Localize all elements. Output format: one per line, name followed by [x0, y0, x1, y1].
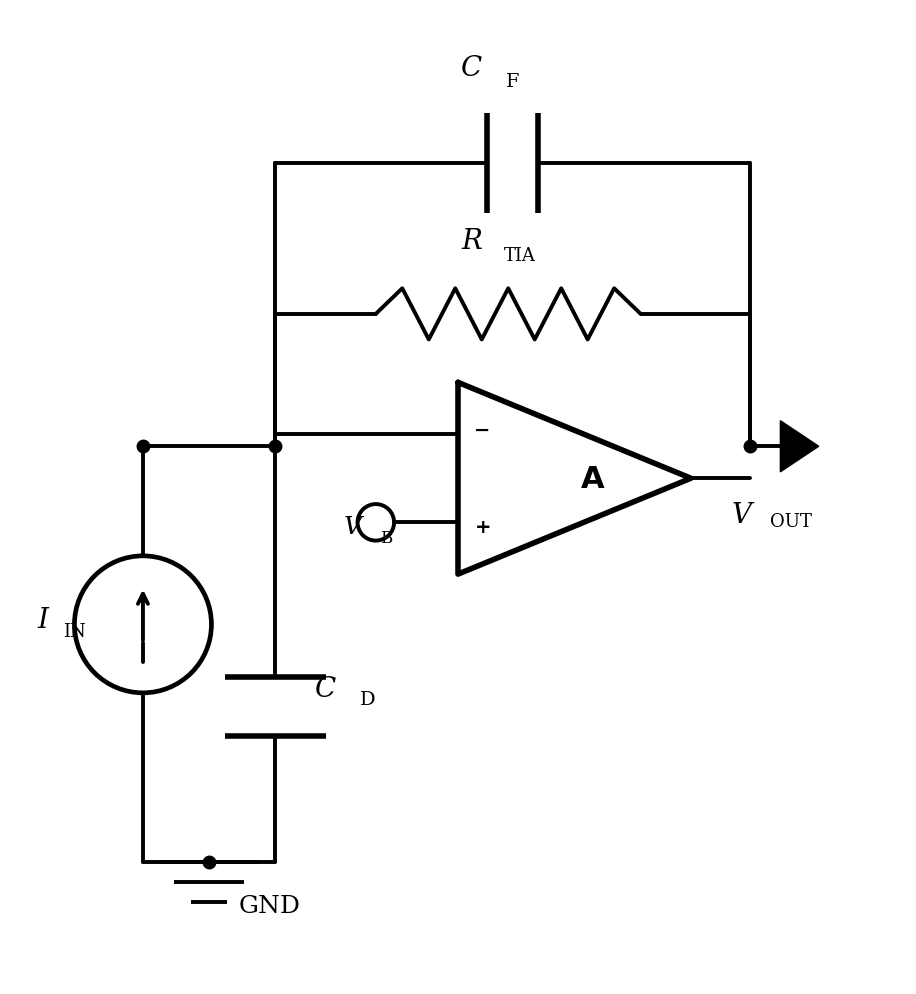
Text: V: V [344, 516, 362, 539]
Text: F: F [507, 73, 520, 91]
Text: OUT: OUT [770, 513, 812, 531]
Text: B: B [380, 530, 393, 547]
Text: A: A [581, 464, 605, 493]
Text: I: I [37, 606, 48, 633]
Text: +: + [474, 518, 491, 537]
Text: TIA: TIA [504, 247, 536, 264]
Text: D: D [360, 691, 376, 709]
Text: C: C [461, 55, 483, 82]
Text: IN: IN [62, 622, 85, 640]
Text: GND: GND [239, 894, 300, 916]
Text: R: R [462, 229, 482, 255]
Polygon shape [780, 421, 819, 472]
Text: V: V [732, 502, 752, 529]
Text: −: − [474, 420, 491, 439]
Text: C: C [315, 675, 336, 702]
